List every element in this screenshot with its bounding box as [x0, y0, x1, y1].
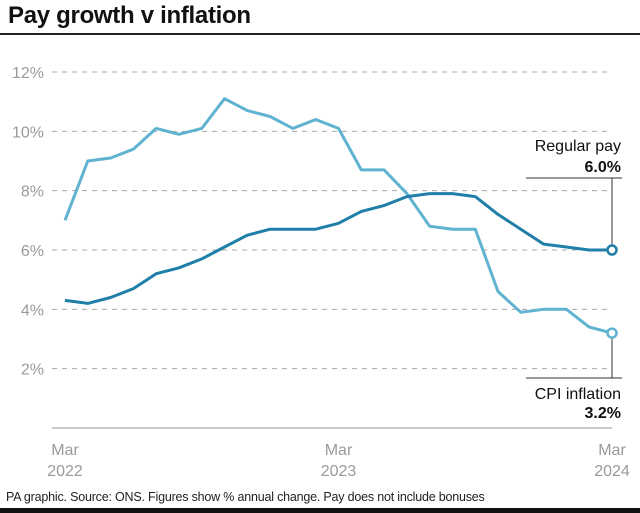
cpi-inflation-label: CPI inflation — [535, 386, 621, 403]
chart-title: Pay growth v inflation — [8, 2, 251, 29]
gridlines — [52, 71, 612, 429]
y-tick-label: 10% — [12, 124, 44, 141]
line-chart: 2% 4% 6% 8% 10% 12% Mar 2022 Mar 2023 Mar 2024 CPI… — [12, 65, 630, 480]
x-tick-label-year: 2022 — [47, 463, 83, 480]
y-tick-label: 6% — [21, 243, 44, 260]
regular-pay-label: Regular pay — [535, 138, 621, 155]
y-tick-label: 12% — [12, 65, 44, 82]
y-axis-ticks: 2% 4% 6% 8% 10% 12% — [12, 65, 44, 379]
x-tick-label-month: Mar — [51, 442, 79, 459]
source-footnote: PA graphic. Source: ONS. Figures show % … — [6, 490, 485, 504]
y-tick-label: 4% — [21, 302, 44, 319]
x-tick-label-month: Mar — [325, 442, 353, 459]
regular-pay-value: 6.0% — [585, 159, 621, 176]
x-tick-label-month: Mar — [598, 442, 626, 459]
bottom-bar — [0, 508, 640, 513]
end-point-marker-regular-pay — [606, 244, 618, 256]
series-line-regular-pay — [64, 192, 612, 305]
y-tick-label: 2% — [21, 362, 44, 379]
y-tick-label: 8% — [21, 184, 44, 201]
series-line-cpi-inflation — [63, 97, 613, 335]
series-lines — [63, 97, 613, 335]
cpi-inflation-value: 3.2% — [585, 405, 621, 422]
title-divider — [0, 33, 640, 35]
end-annotations: CPI inflation 3.2% Regular pay 6.0% — [526, 138, 622, 422]
x-axis-ticks: Mar 2022 Mar 2023 Mar 2024 — [47, 442, 630, 480]
x-tick-label-year: 2023 — [321, 463, 357, 480]
end-point-marker-cpi-inflation — [606, 327, 618, 339]
x-tick-label-year: 2024 — [594, 463, 630, 480]
